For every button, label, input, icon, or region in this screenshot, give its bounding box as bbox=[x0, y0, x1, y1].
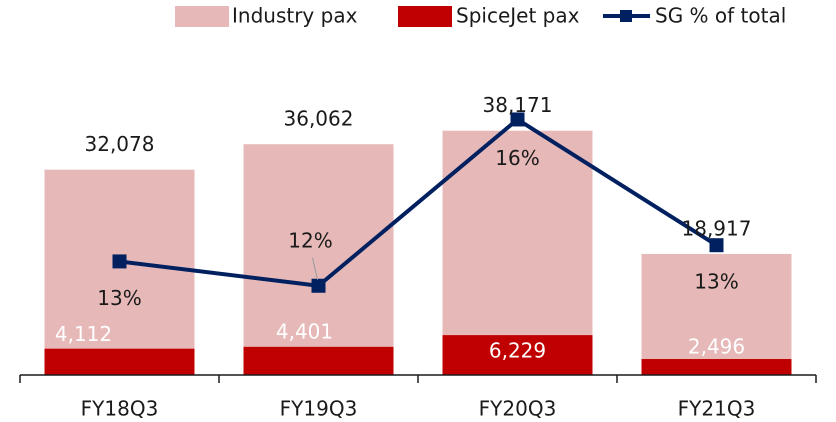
bar-value-label: 38,171 bbox=[483, 93, 553, 117]
bar bbox=[243, 346, 394, 375]
bar-value-label: 2,496 bbox=[688, 335, 745, 359]
line-marker bbox=[709, 238, 724, 253]
legend-swatch bbox=[175, 6, 229, 27]
bar-value-label: 4,112 bbox=[55, 322, 112, 346]
bar-value-label: 36,062 bbox=[284, 107, 354, 131]
bar bbox=[641, 253, 792, 375]
x-tick-label: FY21Q3 bbox=[678, 397, 756, 421]
bar bbox=[442, 335, 593, 375]
legend-label: SpiceJet pax bbox=[456, 4, 580, 28]
bar-value-label: 32,078 bbox=[85, 132, 155, 156]
x-tick-label: FY19Q3 bbox=[280, 397, 358, 421]
line-value-label: 12% bbox=[288, 228, 332, 252]
bar-value-label: 18,917 bbox=[682, 216, 752, 240]
leader-line bbox=[312, 257, 318, 280]
legend-marker bbox=[620, 10, 632, 22]
line-value-label: 13% bbox=[97, 286, 141, 310]
line-value-label: 16% bbox=[495, 146, 539, 170]
legend-swatch bbox=[398, 6, 452, 27]
legend-label: Industry pax bbox=[232, 4, 358, 28]
bar bbox=[442, 130, 593, 375]
bar-value-label: 6,229 bbox=[489, 339, 546, 363]
bar bbox=[243, 144, 394, 375]
bar bbox=[641, 359, 792, 375]
line bbox=[119, 117, 718, 288]
bar-value-label: 4,401 bbox=[276, 319, 333, 343]
line-marker bbox=[311, 278, 326, 293]
line-marker bbox=[112, 254, 127, 269]
legend-label: SG % of total bbox=[655, 4, 786, 28]
x-tick-label: FY18Q3 bbox=[81, 397, 159, 421]
bar bbox=[44, 348, 195, 375]
line-value-label: 13% bbox=[694, 270, 738, 294]
x-tick-label: FY20Q3 bbox=[479, 397, 557, 421]
bar bbox=[44, 169, 195, 375]
line-marker bbox=[510, 112, 525, 127]
